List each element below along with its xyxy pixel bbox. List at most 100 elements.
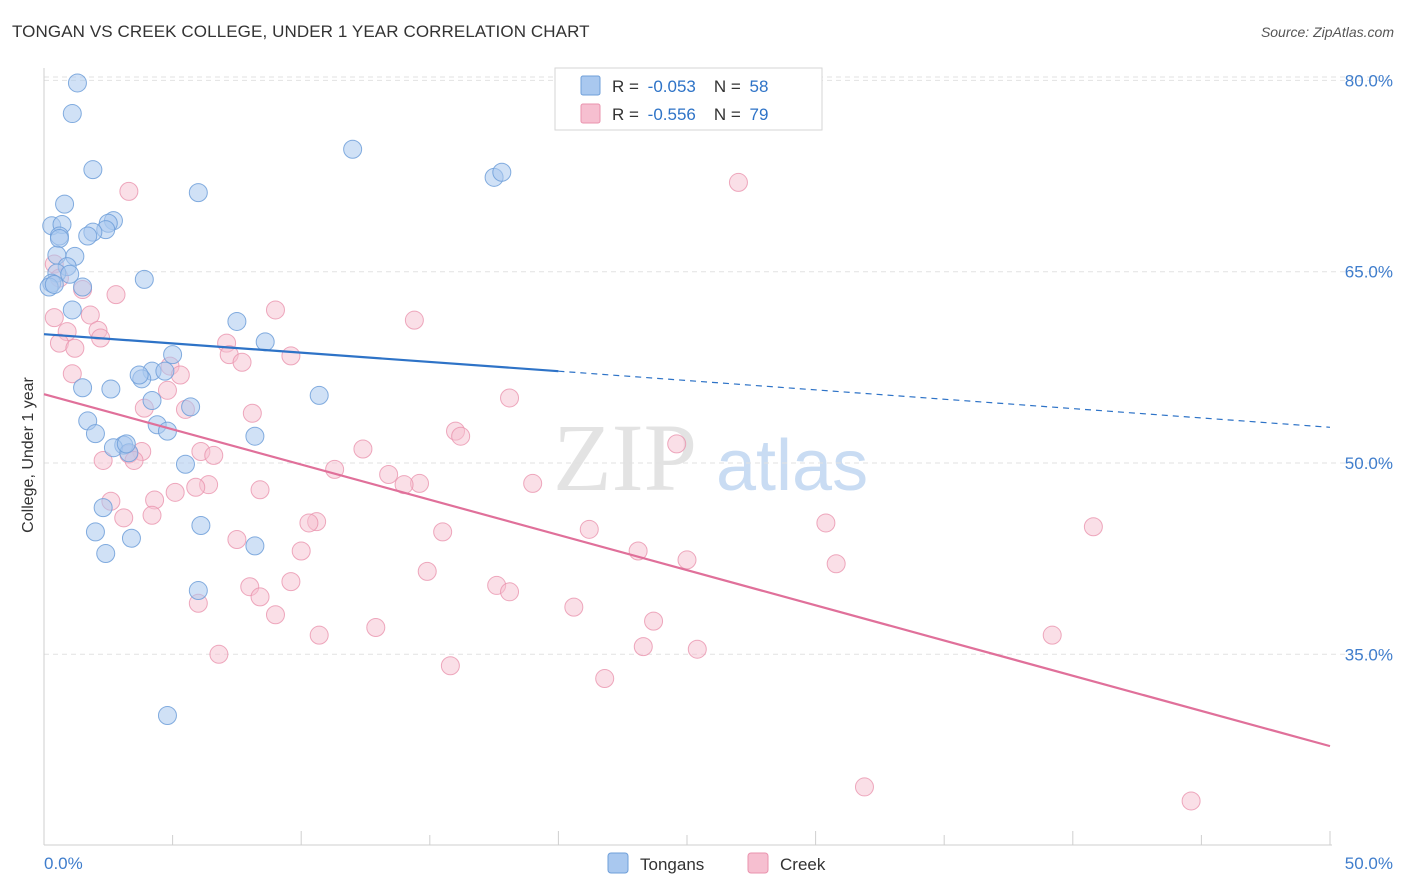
y-tick-label-65: 65.0% bbox=[1345, 263, 1393, 282]
tongan-point bbox=[191, 515, 211, 535]
tongan-point bbox=[55, 194, 75, 214]
trendlines bbox=[43, 333, 1331, 748]
legend-bottom: Tongans Creek bbox=[607, 852, 826, 874]
creek-point bbox=[204, 445, 224, 465]
legend-r-value-2: -0.556 bbox=[648, 105, 696, 124]
watermark-zip: ZIP bbox=[553, 404, 697, 511]
tongan-point bbox=[188, 183, 208, 203]
tongan-points bbox=[39, 73, 512, 726]
tongan-point bbox=[175, 454, 195, 474]
watermark: ZIP atlas bbox=[553, 404, 868, 511]
creek-point bbox=[142, 505, 162, 525]
tongan-point bbox=[155, 361, 175, 381]
tongan-point bbox=[142, 391, 162, 411]
creek-point bbox=[242, 403, 262, 423]
creek-trendline bbox=[43, 393, 1331, 748]
tongan-point bbox=[85, 522, 105, 542]
tongan-point bbox=[83, 160, 103, 180]
legend-r-label-1: R = bbox=[612, 77, 644, 96]
x-tick-label-max: 50.0% bbox=[1345, 854, 1393, 873]
tongan-point bbox=[245, 536, 265, 556]
creek-point bbox=[366, 618, 386, 638]
tongan-point bbox=[101, 379, 121, 399]
creek-point bbox=[291, 541, 311, 561]
y-tick-label-50: 50.0% bbox=[1345, 454, 1393, 473]
tongan-point bbox=[245, 426, 265, 446]
creek-point bbox=[265, 300, 285, 320]
tongan-point bbox=[60, 264, 80, 284]
tongan-point bbox=[492, 162, 512, 182]
creek-point bbox=[677, 550, 697, 570]
creek-point bbox=[106, 285, 126, 305]
tongan-point bbox=[157, 421, 177, 441]
source-label: Source: ZipAtlas.com bbox=[1260, 24, 1394, 40]
creek-point bbox=[854, 777, 874, 797]
creek-point bbox=[595, 669, 615, 689]
creek-point bbox=[523, 473, 543, 493]
creek-point bbox=[299, 513, 319, 533]
tongan-point bbox=[49, 229, 69, 249]
creek-point bbox=[209, 644, 229, 664]
creek-point bbox=[1042, 625, 1062, 645]
tongan-point bbox=[163, 345, 183, 365]
creek-point bbox=[379, 464, 399, 484]
creek-point bbox=[227, 530, 247, 550]
y-axis-label: College, Under 1 year bbox=[20, 377, 37, 533]
creek-point bbox=[728, 172, 748, 192]
tongan-point bbox=[255, 332, 275, 352]
creek-point bbox=[1083, 517, 1103, 537]
creek-point bbox=[165, 482, 185, 502]
creek-point bbox=[404, 310, 424, 330]
legend-bottom-creek: Creek bbox=[780, 855, 826, 874]
tongan-trendline-extension bbox=[558, 370, 1331, 428]
tongan-point bbox=[157, 706, 177, 726]
creek-point bbox=[644, 611, 664, 631]
creek-point bbox=[816, 513, 836, 533]
creek-point bbox=[564, 597, 584, 617]
tongan-point bbox=[181, 397, 201, 417]
axes bbox=[43, 68, 1332, 846]
y-tick-labels: 35.0% 50.0% 65.0% 80.0% bbox=[1345, 71, 1393, 664]
creek-point bbox=[62, 364, 82, 384]
tongan-point bbox=[78, 226, 98, 246]
tongan-point bbox=[227, 311, 247, 331]
tongan-point bbox=[62, 300, 82, 320]
creek-point bbox=[65, 338, 85, 358]
legend-r-value-1: -0.053 bbox=[648, 77, 696, 96]
tongan-point bbox=[73, 277, 93, 297]
legend-swatch-tongans bbox=[580, 75, 601, 96]
legend-row-1: R = -0.053 N = 58 bbox=[612, 77, 768, 96]
creek-point bbox=[353, 439, 373, 459]
legend-r-label-2: R = bbox=[612, 105, 644, 124]
legend-n-value-2: 79 bbox=[750, 105, 769, 124]
x-tick-label-min: 0.0% bbox=[44, 854, 83, 873]
creek-point bbox=[114, 508, 134, 528]
creek-point bbox=[157, 380, 177, 400]
legend-bottom-swatch-creek bbox=[747, 852, 769, 874]
tongan-point bbox=[96, 544, 116, 564]
creek-point bbox=[186, 477, 206, 497]
chart-title: TONGAN VS CREEK COLLEGE, UNDER 1 YEAR CO… bbox=[12, 22, 590, 41]
creek-point bbox=[579, 519, 599, 539]
creek-point bbox=[232, 352, 252, 372]
legend-top: R = -0.053 N = 58 R = -0.556 N = 79 bbox=[554, 67, 823, 131]
y-tick-label-35: 35.0% bbox=[1345, 645, 1393, 664]
creek-point bbox=[451, 426, 471, 446]
creek-point bbox=[417, 561, 437, 581]
creek-point bbox=[250, 480, 270, 500]
creek-point bbox=[80, 305, 100, 325]
tongan-point bbox=[121, 528, 141, 548]
tongan-point bbox=[85, 424, 105, 444]
creek-point bbox=[250, 587, 270, 607]
legend-row-2: R = -0.556 N = 79 bbox=[612, 105, 768, 124]
tongan-point bbox=[129, 365, 149, 385]
tongan-point bbox=[62, 104, 82, 124]
x-ticks bbox=[43, 831, 1331, 845]
creek-point bbox=[119, 181, 139, 201]
tongan-point bbox=[93, 498, 113, 518]
watermark-atlas: atlas bbox=[716, 426, 868, 506]
tongan-point bbox=[73, 378, 93, 398]
creek-point bbox=[433, 522, 453, 542]
tongan-point bbox=[343, 139, 363, 159]
tongan-point bbox=[44, 274, 64, 294]
